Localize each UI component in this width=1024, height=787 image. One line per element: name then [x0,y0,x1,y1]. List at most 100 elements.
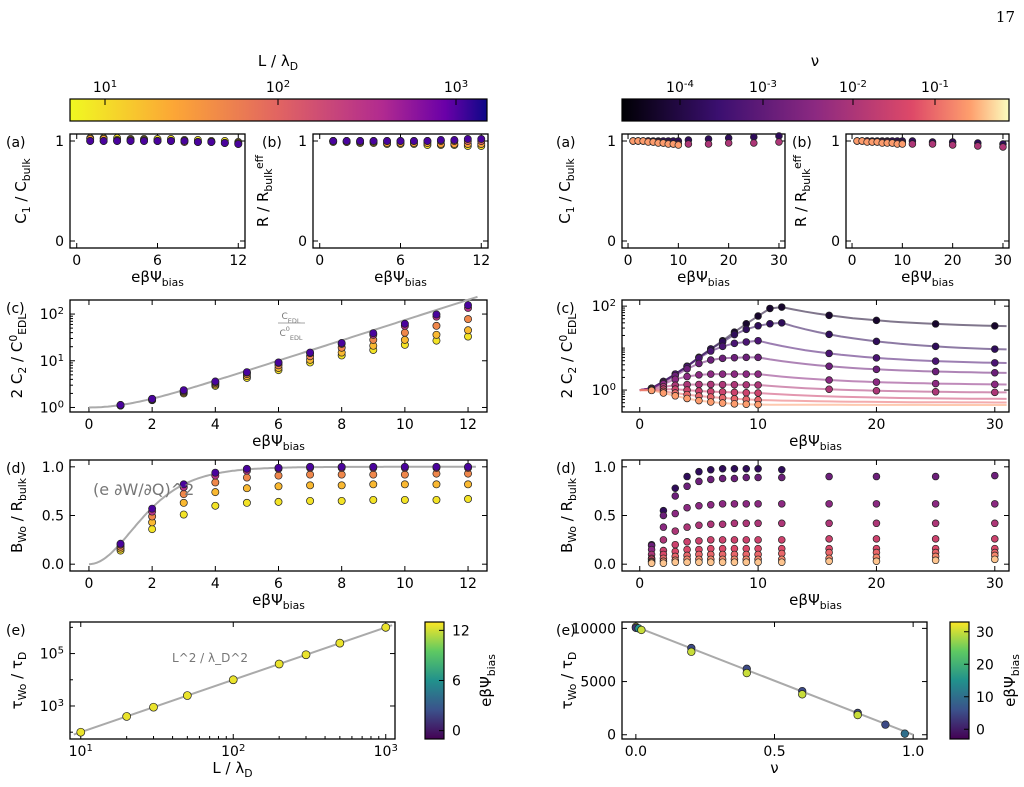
data-point [683,394,691,403]
data-point [754,322,762,330]
x-tick-label: 10 [396,417,414,433]
panel-left-e: 101 102 103 103 105 L / λD τWo / τD (e) L^2 / λ_… [6,621,398,780]
panel-left-d: 0 2 4 6 8 10 12 0.0 0.5 1.0 eβΨbias BWo / Rbulk(d) (… [6,459,488,612]
y-axis-label: BWo / Rbulk [558,477,579,553]
x-tick-label: 102 [221,743,245,760]
data-point [116,401,125,409]
data-point [274,482,283,491]
data-point [180,137,189,145]
data-point [730,388,739,397]
data-point [179,480,188,489]
data-point [274,659,284,669]
colorbar-L: L / λD 101 102 103 [69,52,488,122]
x-tick-label: 0.0 [625,744,647,760]
y-tick-label: 102 [40,306,64,323]
data-point [900,729,909,738]
colorbar-bias-R-tick-label: 30 [976,625,994,641]
data-point [695,467,703,476]
colorbar-bias-L-tick-label: 12 [452,623,470,639]
data-point [695,477,703,486]
axes-frame [621,459,1010,572]
data-point [778,558,786,566]
data-point [148,504,157,513]
data-point [683,372,691,381]
data-point [931,556,940,565]
x-axis-label: eβΨbias [789,591,842,612]
data-point [931,357,940,365]
data-point [207,138,216,146]
data-point [671,558,680,566]
data-point [718,500,727,508]
data-point [825,500,833,508]
y-axis-label: C1 / Cbulk [12,158,33,224]
y-tick-label: 0.0 [594,557,616,573]
data-point [242,464,251,473]
x-tick-label: 8 [337,417,346,433]
data-point [825,519,833,528]
x-tick-label: 12 [229,253,247,269]
data-point [775,138,783,146]
data-point [400,480,409,489]
data-point [872,354,881,362]
data-point [659,559,668,567]
data-point [211,488,220,497]
data-point [329,137,338,145]
panel-left-a: 0 6 12 0 1 eβΨbias C1 / Cbulk (a) [6,133,247,289]
data-point [683,482,691,491]
y-tick-label: 0.0 [42,557,64,573]
data-point [931,472,940,481]
data-point [695,502,703,510]
x-tick-label: 12 [459,576,477,592]
x-tick-label: 101 [69,743,93,760]
x-tick-label: 12 [459,417,477,433]
data-point [730,339,739,348]
x-tick-label: 6 [153,253,162,269]
data-point [730,500,739,508]
data-point [306,470,315,479]
data-point [730,536,739,544]
data-point [695,396,703,405]
x-tick-label: 20 [868,576,886,592]
data-point [274,471,283,480]
data-point [825,472,833,481]
data-point [754,536,762,544]
data-point [683,503,691,512]
data-point [695,558,703,566]
x-axis-label: eβΨbias [677,268,730,289]
data-point [718,370,727,378]
data-point [76,727,86,737]
data-point [477,135,486,143]
colorbar-L-label: L / λD [258,52,298,73]
data-point [825,385,833,393]
data-point [742,465,751,473]
y-tick-label: 0.5 [594,509,616,525]
data-point [707,558,715,566]
y-tick-label: 10000 [571,621,616,637]
data-point [718,342,727,351]
x-axis-label: eβΨbias [374,268,427,289]
data-point [991,345,999,353]
data-point [687,647,696,656]
data-point [274,497,283,506]
panel-label: (b) [262,135,282,151]
data-point [683,523,691,531]
data-point [464,301,472,310]
y-tick-label: 0 [55,234,64,250]
colorbar-bias-R: 0 10 20 30 eβΨbias [949,621,1022,740]
data-point [228,675,238,685]
y-tick-label: 1 [55,134,64,150]
data-point [464,326,472,335]
colorbar-nu-gradient [621,98,1010,122]
x-tick-label: 20 [720,253,738,269]
curve-annotation-num: CEDL [282,312,301,325]
y-tick-label: 1 [607,134,616,150]
x-tick-label: 20 [944,253,962,269]
data-point [126,137,135,145]
data-point [432,480,441,489]
panel-right-e: 0.0 0.5 1.0 0 5000 10000 ν τWo / τD (e) [556,621,928,777]
data-point [423,137,432,145]
panel-right-c: 0 10 20 30 100 102 eβΨbias 2 C2 / C0EDL(c) [556,298,1010,453]
data-point [450,136,459,144]
data-point [908,140,917,148]
data-point [853,710,862,720]
